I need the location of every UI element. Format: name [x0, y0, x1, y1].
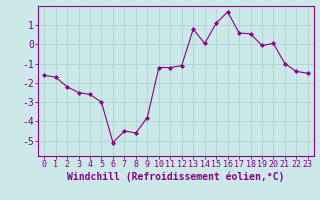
X-axis label: Windchill (Refroidissement éolien,°C): Windchill (Refroidissement éolien,°C)	[67, 172, 285, 182]
